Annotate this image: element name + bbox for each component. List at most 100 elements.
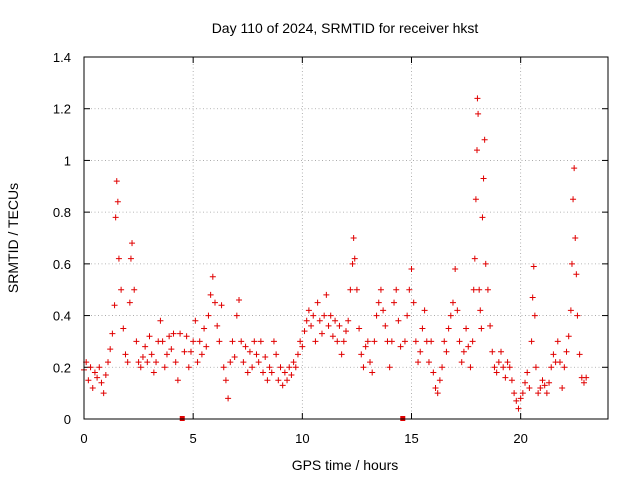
data-point — [262, 353, 269, 360]
data-point — [266, 364, 273, 371]
data-point — [515, 405, 522, 412]
data-point — [142, 343, 149, 350]
data-point — [316, 317, 323, 324]
data-point — [327, 312, 334, 319]
data-point — [484, 286, 491, 293]
data-point — [212, 299, 218, 306]
data-point — [286, 364, 293, 371]
data-point — [231, 353, 238, 360]
data-point — [477, 307, 484, 314]
data-point — [500, 364, 507, 371]
data-point — [502, 374, 509, 381]
data-point — [318, 330, 325, 337]
data-point — [192, 317, 199, 324]
data-point — [329, 333, 336, 340]
data-point — [163, 351, 170, 358]
data-point — [96, 364, 103, 371]
data-point — [135, 359, 142, 366]
data-point — [360, 364, 367, 371]
data-point — [91, 369, 98, 376]
data-point — [240, 359, 247, 366]
data-point — [469, 338, 476, 345]
plot-frame — [83, 56, 609, 420]
data-point — [246, 348, 253, 355]
data-point — [559, 384, 566, 391]
data-point — [474, 147, 480, 154]
data-point — [554, 338, 561, 345]
data-point — [166, 333, 173, 340]
data-point — [570, 196, 577, 203]
y-tick-label: 0.8 — [53, 205, 71, 220]
y-tick-label: 1.4 — [53, 50, 71, 65]
data-point — [345, 317, 352, 324]
data-point — [268, 369, 275, 376]
data-point — [220, 364, 227, 371]
data-point — [415, 359, 422, 366]
data-point — [314, 299, 321, 306]
data-point — [472, 196, 479, 203]
y-tick-label: 0.6 — [53, 257, 71, 272]
data-point — [443, 348, 450, 355]
y-tick-label: 0.2 — [53, 360, 71, 375]
data-point — [460, 348, 467, 355]
data-point — [321, 312, 328, 319]
data-point — [102, 372, 109, 379]
data-point — [292, 364, 299, 371]
data-point — [454, 307, 461, 314]
data-point — [436, 377, 443, 384]
data-point — [203, 343, 210, 350]
data-point — [537, 384, 544, 391]
data-point — [478, 325, 485, 332]
data-point — [567, 307, 574, 314]
data-point — [148, 351, 155, 358]
data-point — [565, 333, 572, 340]
data-point — [513, 397, 520, 404]
data-point — [168, 346, 175, 353]
data-point — [481, 136, 488, 143]
data-point — [133, 338, 140, 345]
data-point — [214, 322, 221, 329]
data-point — [371, 338, 378, 345]
data-point — [111, 302, 118, 309]
data-point — [474, 95, 481, 102]
data-point — [137, 364, 144, 371]
data-point — [417, 348, 424, 355]
data-point — [144, 359, 151, 366]
data-point — [445, 325, 452, 332]
data-point — [535, 390, 542, 397]
data-point — [244, 369, 251, 376]
data-point — [353, 286, 360, 293]
data-point — [227, 359, 234, 366]
data-point — [115, 255, 122, 262]
data-point — [131, 286, 138, 293]
data-point — [432, 384, 439, 391]
data-point — [349, 260, 356, 267]
data-point — [233, 312, 240, 319]
data-point — [194, 359, 201, 366]
data-point — [532, 364, 539, 371]
data-point — [260, 369, 267, 376]
data-point — [369, 369, 376, 376]
data-point — [201, 325, 208, 332]
data-point — [207, 291, 214, 298]
data-point — [375, 299, 382, 306]
data-point — [284, 377, 291, 384]
data-point — [406, 286, 413, 293]
data-point — [343, 328, 349, 335]
data-point — [275, 377, 282, 384]
x-tick-label: 20 — [513, 431, 527, 446]
data-point — [299, 343, 306, 350]
data-point — [530, 263, 537, 270]
data-point — [456, 338, 463, 345]
chart-title: Day 110 of 2024, SRMTID for receiver hks… — [212, 20, 479, 36]
data-point — [458, 359, 465, 366]
data-point — [491, 364, 498, 371]
data-point — [504, 359, 511, 366]
data-point — [373, 312, 380, 319]
data-point — [498, 348, 505, 355]
data-point — [114, 198, 121, 205]
x-tick-label: 0 — [80, 431, 87, 446]
data-point — [386, 364, 393, 371]
data-point — [543, 390, 550, 397]
data-point — [583, 374, 590, 381]
